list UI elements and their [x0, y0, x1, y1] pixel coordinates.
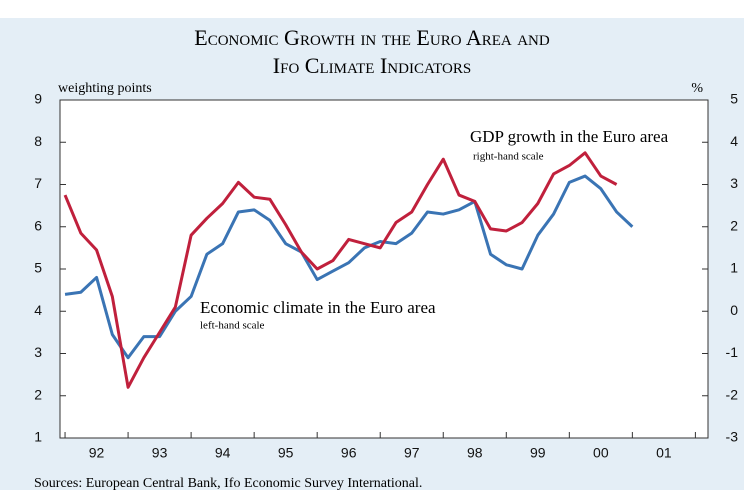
y2-tick-label: 1 — [730, 260, 738, 276]
y-axis-label: weighting points — [58, 81, 152, 96]
y-tick-label: 5 — [34, 260, 42, 276]
y2-tick-label: -2 — [726, 386, 739, 402]
x-tick-label: 01 — [656, 445, 672, 461]
source: Sources: European Central Bank, Ifo Econ… — [34, 476, 422, 490]
y-tick-label: 2 — [34, 386, 42, 402]
x-tick-label: 99 — [530, 445, 546, 461]
y2-tick-label: 4 — [730, 133, 738, 149]
y-tick-label: 8 — [34, 133, 42, 149]
annotation: right-hand scale — [473, 151, 544, 163]
annotation: GDP growth in the Euro area — [470, 127, 669, 146]
x-tick-label: 95 — [278, 445, 294, 461]
y2-tick-label: 0 — [730, 302, 738, 318]
y2-tick-label: 3 — [730, 175, 738, 191]
x-tick-label: 97 — [404, 445, 420, 461]
series-line — [64, 174, 634, 360]
x-tick-label: 93 — [152, 445, 168, 461]
y-tick-label: 6 — [34, 217, 42, 233]
y2-tick-label: 5 — [730, 91, 738, 107]
plot-area — [59, 99, 709, 439]
annotation: Economic climate in the Euro area — [200, 298, 436, 317]
y-tick-label: 7 — [34, 175, 42, 191]
x-tick-label: 96 — [341, 445, 357, 461]
series-line — [63, 151, 618, 389]
x-tick-label: 00 — [593, 445, 609, 461]
x-tick-label: 92 — [89, 445, 105, 461]
y-tick-label: 1 — [34, 429, 42, 445]
y2-axis-label: % — [691, 81, 703, 96]
y2-tick-label: -1 — [726, 344, 739, 360]
y-tick-label: 4 — [34, 302, 42, 318]
y-tick-label: 3 — [34, 344, 42, 360]
y2-tick-label: 2 — [730, 217, 738, 233]
y2-tick-label: -3 — [726, 429, 739, 445]
y-tick-label: 9 — [34, 91, 42, 107]
chart-title: Economic Growth in the Euro Area and — [194, 25, 550, 50]
annotation: left-hand scale — [200, 320, 265, 332]
chart-title: Ifo Climate Indicators — [273, 53, 471, 78]
x-tick-label: 94 — [215, 445, 231, 461]
x-tick-label: 98 — [467, 445, 483, 461]
